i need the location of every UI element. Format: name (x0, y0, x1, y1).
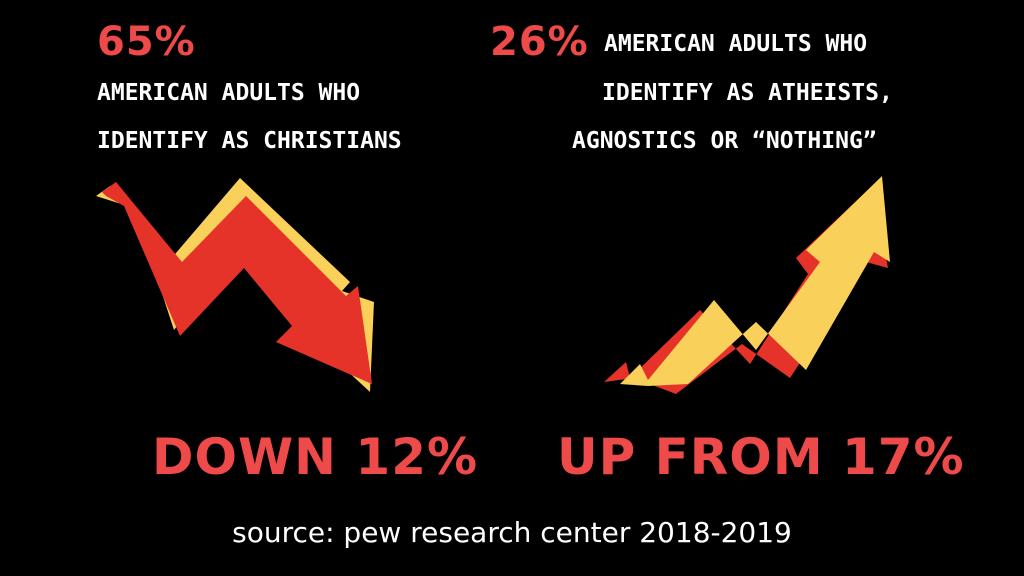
christians-percentage: 65% (97, 19, 196, 65)
source-credit: source: pew research center 2018-2019 (232, 516, 792, 549)
christians-caption-line-1: AMERICAN ADULTS WHO (97, 80, 361, 106)
christians-caption-line-2: IDENTIFY AS CHRISTIANS (97, 128, 402, 154)
unaffiliated-change-label: UP FROM 17% (557, 428, 965, 486)
unaffiliated-caption-line-1: AMERICAN ADULTS WHO (604, 31, 868, 57)
unaffiliated-caption-line-3: AGNOSTICS OR “NOTHING” (572, 128, 877, 154)
unaffiliated-percentage: 26% (490, 19, 589, 65)
unaffiliated-caption-line-2: IDENTIFY AS ATHEISTS, (602, 80, 893, 106)
christians-change-label: DOWN 12% (152, 428, 479, 486)
